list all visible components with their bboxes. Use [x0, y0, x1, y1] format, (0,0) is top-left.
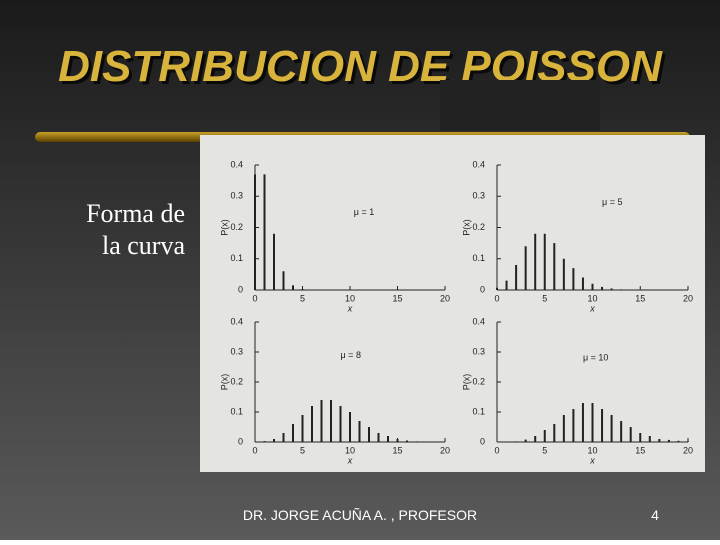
annotation: μ = 8 — [341, 350, 361, 360]
y-axis-label: P(x) — [461, 374, 471, 391]
x-tick-label: 0 — [252, 445, 257, 455]
x-tick-label: 15 — [392, 445, 402, 455]
x-tick-label: 20 — [683, 293, 693, 303]
y-tick-label: 0 — [238, 436, 243, 446]
x-axis-label: x — [589, 303, 595, 313]
x-tick-label: 0 — [252, 293, 257, 303]
x-axis-label: x — [347, 455, 353, 465]
y-tick-label: 0.4 — [230, 159, 243, 169]
y-tick-label: 0.4 — [472, 159, 485, 169]
y-tick-label: 0.1 — [230, 253, 243, 263]
y-tick-label: 0.3 — [230, 191, 243, 201]
y-tick-label: 0.4 — [230, 316, 243, 326]
y-tick-label: 0 — [238, 284, 243, 294]
x-tick-label: 20 — [440, 293, 450, 303]
y-tick-label: 0.3 — [472, 191, 485, 201]
y-tick-label: 0.2 — [230, 222, 243, 232]
x-tick-label: 5 — [542, 293, 547, 303]
x-tick-label: 5 — [300, 293, 305, 303]
x-tick-label: 20 — [440, 445, 450, 455]
y-tick-label: 0.1 — [230, 406, 243, 416]
x-axis-label: x — [589, 455, 595, 465]
figure-background — [200, 135, 705, 472]
x-tick-label: 10 — [587, 293, 597, 303]
y-tick-label: 0.1 — [472, 406, 485, 416]
side-text: Forma de — [86, 199, 185, 228]
y-axis-label: P(x) — [219, 219, 229, 236]
footer: DR. JORGE ACUÑA A. , PROFESOR — [243, 507, 477, 523]
x-tick-label: 5 — [300, 445, 305, 455]
x-tick-label: 15 — [635, 445, 645, 455]
annotation: μ = 10 — [583, 352, 608, 362]
y-tick-label: 0.2 — [230, 376, 243, 386]
x-tick-label: 20 — [683, 445, 693, 455]
x-tick-label: 15 — [392, 293, 402, 303]
x-tick-label: 15 — [635, 293, 645, 303]
title-decoration — [440, 80, 600, 130]
y-axis-label: P(x) — [461, 219, 471, 236]
y-tick-label: 0.1 — [472, 253, 485, 263]
y-tick-label: 0.2 — [472, 222, 485, 232]
x-tick-label: 5 — [542, 445, 547, 455]
page-number: 4 — [651, 507, 659, 523]
x-tick-label: 10 — [587, 445, 597, 455]
x-tick-label: 0 — [494, 445, 499, 455]
x-tick-label: 10 — [345, 445, 355, 455]
y-tick-label: 0 — [480, 284, 485, 294]
x-axis-label: x — [347, 303, 353, 313]
annotation: μ = 1 — [354, 207, 374, 217]
y-tick-label: 0.2 — [472, 376, 485, 386]
y-tick-label: 0.3 — [230, 346, 243, 356]
annotation: μ = 5 — [602, 197, 622, 207]
y-tick-label: 0.3 — [472, 346, 485, 356]
y-axis-label: P(x) — [219, 374, 229, 391]
y-tick-label: 0.4 — [472, 316, 485, 326]
y-tick-label: 0 — [480, 436, 485, 446]
side-text: la curva — [102, 231, 185, 260]
x-tick-label: 0 — [494, 293, 499, 303]
x-tick-label: 10 — [345, 293, 355, 303]
